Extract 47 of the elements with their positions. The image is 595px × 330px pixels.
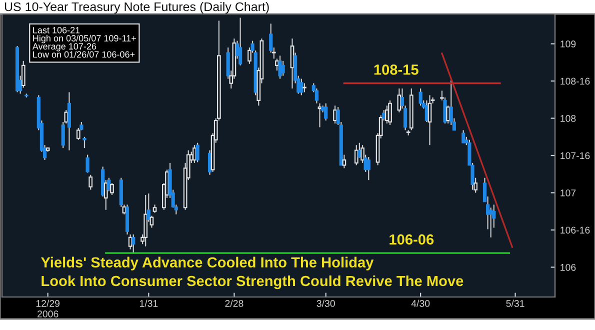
x-tick-label: 12/29 2006 [36, 300, 60, 318]
candlestick [342, 154, 346, 169]
candlestick [281, 60, 285, 76]
candlestick [446, 105, 450, 124]
annotation: Average 107-26 [32, 43, 96, 52]
y-tick-label: 109 [560, 40, 576, 48]
candlestick [278, 55, 282, 80]
candlestick [88, 174, 93, 190]
candlestick [67, 92, 72, 151]
candlestick [324, 102, 328, 122]
candlestick [61, 121, 65, 149]
annotation: High on 03/05/07 109-11+ [33, 34, 136, 44]
x-tick-label: 1/31 [140, 300, 158, 307]
candlestick [333, 105, 337, 124]
x-tick-label: 5/31 [506, 300, 524, 307]
x-tick-label: 2/28 [225, 300, 244, 307]
y-tick-label: 108 [560, 114, 576, 122]
annotation: 106-06 [390, 234, 434, 245]
y-tick-label: 107-16 [560, 152, 590, 160]
candlestick [489, 207, 493, 238]
y-tick-label: 106 [560, 264, 576, 271]
candlestick [132, 234, 136, 254]
candlestick [354, 144, 358, 166]
candlestick [428, 94, 432, 146]
candlestick [388, 100, 392, 126]
candlestick [144, 194, 148, 247]
annotation: Look Into Consumer Sector Strength Could Revive The Move [42, 275, 464, 290]
candlestick [300, 78, 304, 96]
candlestick [196, 142, 200, 163]
candlestick [366, 156, 370, 181]
annotation: 108-15 [374, 64, 418, 75]
y-tick-label: 108-16 [560, 78, 590, 85]
annotation: Last 106-21 [33, 26, 80, 34]
candlestick [76, 127, 80, 140]
y-tick-label: 106-16 [560, 226, 590, 234]
candlestick [82, 136, 86, 149]
annotation: Yields' Steady Advance Cooled Into The Holiday [40, 256, 374, 270]
candlestick [314, 88, 318, 104]
y-tick-label: 107 [560, 189, 576, 196]
candlestick [462, 130, 466, 144]
candlestick [418, 88, 422, 106]
candlestick [86, 154, 90, 174]
x-tick-label: 4/30 [411, 300, 430, 307]
chart-title: US 10-Year Treasury Note Futures (Daily Chart) [4, 2, 269, 14]
x-tick-label: 3/30 [316, 300, 335, 307]
candlestick [238, 17, 242, 66]
annotation: Low on 01/26/07 106-06+ [33, 51, 135, 58]
